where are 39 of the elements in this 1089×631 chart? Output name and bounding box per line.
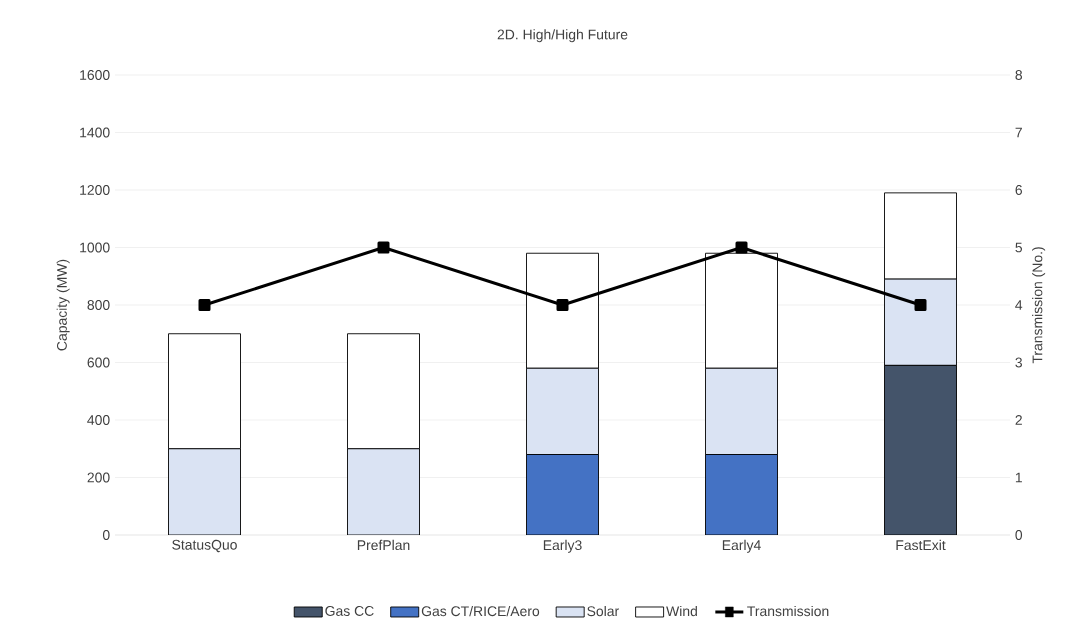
y-tick-label: 400 — [87, 415, 110, 425]
legend-label: Gas CT/RICE/Aero — [421, 605, 540, 617]
bar — [168, 448, 241, 535]
y-tick-label: 1000 — [80, 242, 110, 253]
y2-tick-label: 8 — [1015, 70, 1023, 80]
bar — [526, 367, 599, 455]
x-tick-label: FastExit — [896, 539, 946, 551]
y2-tick-label: 6 — [1015, 185, 1022, 195]
bar — [705, 454, 778, 535]
legend-label: Solar — [587, 605, 619, 617]
y2-tick-label: 0 — [1015, 530, 1023, 540]
x-tick-label: StatusQuo — [172, 539, 237, 553]
y2-tick-label: 2 — [1015, 415, 1022, 425]
y-tick-label: 600 — [87, 357, 110, 368]
y-axis-title: Capacity (MW) — [56, 259, 70, 351]
x-tick-label: Early4 — [722, 539, 761, 553]
y2-tick-label: 1 — [1015, 472, 1022, 483]
legend-label: Wind — [666, 605, 697, 617]
y2-tick-label: 7 — [1015, 127, 1022, 138]
legend-label: Gas CC — [325, 606, 374, 616]
y-tick-label: 0 — [102, 530, 110, 540]
chart-title: 2D. High/High Future — [497, 29, 628, 43]
bar — [347, 448, 420, 535]
y2-tick-label: 3 — [1015, 357, 1022, 368]
y2-tick-label: 5 — [1015, 242, 1023, 253]
y2-axis-title: Transmission (No.) — [1032, 247, 1046, 364]
x-tick-label: Early3 — [543, 539, 582, 553]
y-tick-label: 1400 — [80, 127, 110, 138]
y-tick-label: 1600 — [80, 70, 110, 80]
x-tick-label: PrefPlan — [357, 539, 410, 551]
bar — [347, 333, 420, 450]
legend-label: Transmission — [747, 605, 829, 617]
y-tick-label: 800 — [87, 300, 110, 310]
y2-tick-label: 4 — [1015, 300, 1023, 310]
y-tick-label: 1200 — [80, 185, 110, 195]
bar — [526, 454, 599, 535]
bar — [884, 278, 957, 366]
y-tick-label: 200 — [87, 472, 110, 483]
bar — [705, 367, 778, 455]
